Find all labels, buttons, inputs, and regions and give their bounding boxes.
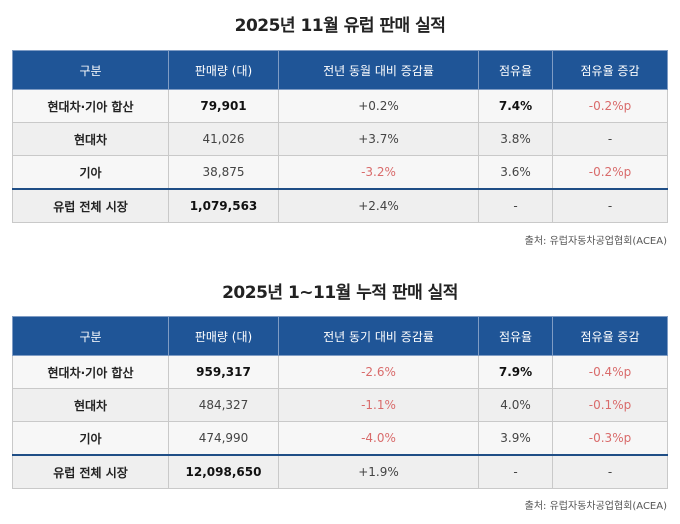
row-label: 현대차·기아 합산 [12,355,169,389]
row-label: 현대차 [12,122,169,156]
row-label: 현대차·기아 합산 [12,89,169,123]
row-label: 현대차 [12,388,169,422]
header-yoy: 전년 동월 대비 증감률 [278,50,479,90]
header-share: 점유율 [478,316,553,356]
yoy-cell: +2.4% [278,188,479,223]
sales-cell: 12,098,650 [168,454,279,489]
source-note: 출처: 유럽자동차공업협회(ACEA) [524,236,667,247]
header-category: 구분 [12,316,169,356]
share-cell: - [478,454,553,489]
table-row: 현대차·기아 합산 959,317 -2.6% 7.9% -0.4%p [12,355,668,389]
row-label: 유럽 전체 시장 [12,454,169,489]
row-label: 기아 [12,421,169,456]
table-row-total: 유럽 전체 시장 1,079,563 +2.4% - - [12,188,668,223]
sales-cell: 79,901 [168,89,279,123]
yoy-cell: -2.6% [278,355,479,389]
table-row: 현대차 41,026 +3.7% 3.8% - [12,122,668,156]
share-cell: 4.0% [478,388,553,422]
header-share-change: 점유율 증감 [552,50,668,90]
sales-cell: 38,875 [168,155,279,190]
share-change-cell: -0.2%p [552,155,668,190]
share-cell: 3.8% [478,122,553,156]
table-row-total: 유럽 전체 시장 12,098,650 +1.9% - - [12,454,668,489]
sales-cell: 959,317 [168,355,279,389]
cumulative-table-title: 2025년 1~11월 누적 판매 실적 [222,283,458,303]
header-category: 구분 [12,50,169,90]
sales-cell: 484,327 [168,388,279,422]
table-row: 기아 38,875 -3.2% 3.6% -0.2%p [12,155,668,190]
share-change-cell: -0.1%p [552,388,668,422]
table-header-row: 구분 판매량 (대) 전년 동기 대비 증감률 점유율 점유율 증감 [12,316,668,356]
share-change-cell: -0.3%p [552,421,668,456]
share-change-cell: -0.2%p [552,89,668,123]
share-cell: 7.4% [478,89,553,123]
share-cell: 3.9% [478,421,553,456]
sales-cell: 41,026 [168,122,279,156]
yoy-cell: +3.7% [278,122,479,156]
header-sales: 판매량 (대) [168,316,279,356]
sales-cell: 1,079,563 [168,188,279,223]
share-change-cell: - [552,188,668,223]
share-cell: 3.6% [478,155,553,190]
header-yoy: 전년 동기 대비 증감률 [278,316,479,356]
table-row: 현대차 484,327 -1.1% 4.0% -0.1%p [12,388,668,422]
yoy-cell: +1.9% [278,454,479,489]
share-change-cell: -0.4%p [552,355,668,389]
table-header-row: 구분 판매량 (대) 전년 동월 대비 증감률 점유율 점유율 증감 [12,50,668,90]
monthly-table-title: 2025년 11월 유럽 판매 실적 [234,16,446,36]
share-change-cell: - [552,454,668,489]
header-sales: 판매량 (대) [168,50,279,90]
share-cell: - [478,188,553,223]
yoy-cell: -3.2% [278,155,479,190]
source-note: 출처: 유럽자동차공업협회(ACEA) [524,501,667,512]
yoy-cell: -4.0% [278,421,479,456]
monthly-sales-table: 구분 판매량 (대) 전년 동월 대비 증감률 점유율 점유율 증감 현대차·기… [12,50,668,223]
table-row: 기아 474,990 -4.0% 3.9% -0.3%p [12,421,668,456]
yoy-cell: -1.1% [278,388,479,422]
table-row: 현대차·기아 합산 79,901 +0.2% 7.4% -0.2%p [12,89,668,123]
sales-cell: 474,990 [168,421,279,456]
header-share: 점유율 [478,50,553,90]
row-label: 유럽 전체 시장 [12,188,169,223]
share-change-cell: - [552,122,668,156]
cumulative-sales-table: 구분 판매량 (대) 전년 동기 대비 증감률 점유율 점유율 증감 현대차·기… [12,316,668,489]
header-share-change: 점유율 증감 [552,316,668,356]
share-cell: 7.9% [478,355,553,389]
row-label: 기아 [12,155,169,190]
yoy-cell: +0.2% [278,89,479,123]
